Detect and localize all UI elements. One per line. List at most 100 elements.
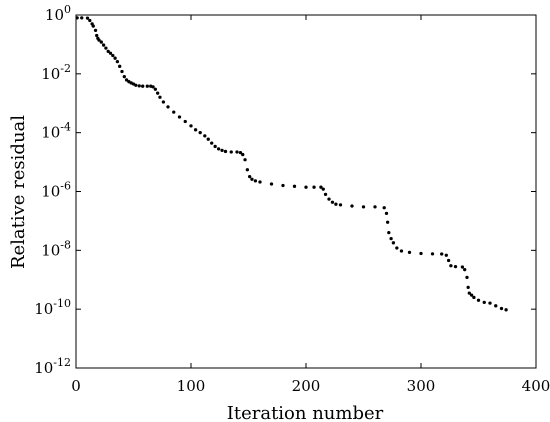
data-point xyxy=(189,124,193,128)
y-tick-label: 10-6 xyxy=(41,180,71,201)
data-point xyxy=(476,298,481,302)
y-tick-label: 10-12 xyxy=(34,356,71,377)
data-point xyxy=(166,105,170,109)
data-point xyxy=(467,291,471,295)
data-point xyxy=(213,144,217,149)
data-point xyxy=(91,24,95,28)
data-point xyxy=(384,211,389,216)
data-point xyxy=(391,241,396,245)
data-point xyxy=(258,180,262,184)
y-tick-label: 10-10 xyxy=(34,297,71,318)
y-tick-label-exponent: -2 xyxy=(60,62,71,75)
data-point xyxy=(172,110,176,114)
data-point xyxy=(210,141,214,145)
data-point xyxy=(203,134,207,138)
data-point xyxy=(386,220,390,224)
data-point xyxy=(241,152,245,157)
data-point xyxy=(453,264,458,269)
data-point xyxy=(350,204,354,208)
y-tick-label-base: 10 xyxy=(34,359,53,377)
data-point xyxy=(156,91,160,95)
data-point xyxy=(460,265,465,269)
x-tick-label: 200 xyxy=(292,377,321,395)
data-point xyxy=(122,75,126,79)
data-point xyxy=(85,16,90,20)
data-point xyxy=(253,179,258,183)
x-tick-label: 0 xyxy=(71,377,81,395)
data-point xyxy=(334,202,338,206)
data-point xyxy=(395,246,399,250)
data-point xyxy=(419,251,423,256)
data-point xyxy=(469,293,474,297)
y-tick-label-exponent: -4 xyxy=(60,121,71,134)
y-tick-label: 10-2 xyxy=(41,62,71,83)
data-point xyxy=(145,84,149,88)
data-point xyxy=(198,131,202,135)
data-point xyxy=(407,250,412,255)
axes: 0 100 200 300 40010-1210-1010-810-610-410-21… xyxy=(34,3,550,395)
data-point xyxy=(141,84,145,88)
data-point xyxy=(245,168,250,172)
data-point xyxy=(482,300,486,305)
data-point xyxy=(504,308,508,312)
data-point xyxy=(104,46,108,50)
data-point xyxy=(177,115,182,119)
data-point xyxy=(153,87,158,91)
data-point xyxy=(373,205,377,209)
y-tick-label-base: 10 xyxy=(41,183,60,201)
data-point xyxy=(106,49,110,54)
data-point xyxy=(269,182,274,186)
data-point xyxy=(97,38,101,42)
data-point xyxy=(235,150,239,154)
data-point xyxy=(99,40,103,44)
data-point xyxy=(387,230,391,235)
data-point xyxy=(389,236,393,241)
data-point xyxy=(292,184,297,188)
data-point xyxy=(446,258,451,263)
plot-area xyxy=(76,15,536,368)
data-point xyxy=(304,185,308,189)
y-tick-label-exponent: -10 xyxy=(53,297,71,310)
data-point xyxy=(161,100,166,104)
data-point xyxy=(323,192,328,197)
x-tick-label: 300 xyxy=(407,377,436,395)
data-point xyxy=(382,206,386,210)
data-point xyxy=(281,183,285,188)
data-point xyxy=(158,95,162,99)
data-point xyxy=(444,253,448,257)
data-point xyxy=(430,252,435,256)
y-tick-label-exponent: -6 xyxy=(60,180,71,193)
x-tick-label: 400 xyxy=(522,377,550,395)
data-point xyxy=(319,185,323,189)
data-point xyxy=(124,78,129,82)
data-point xyxy=(465,275,469,280)
data-point xyxy=(440,252,444,256)
data-point xyxy=(113,56,117,60)
y-tick-label-base: 10 xyxy=(45,6,64,24)
data-point xyxy=(183,119,187,124)
data-point xyxy=(361,205,366,209)
data-point xyxy=(216,147,221,151)
data-point xyxy=(321,187,325,191)
data-point xyxy=(248,174,252,179)
y-tick-label-exponent: 0 xyxy=(64,3,71,16)
y-tick-label-base: 10 xyxy=(41,241,60,259)
data-point xyxy=(108,51,113,55)
data-point xyxy=(206,137,210,141)
x-axis-label: Iteration number xyxy=(227,403,384,422)
data-point xyxy=(499,306,504,311)
data-point xyxy=(466,285,470,290)
y-tick-label: 100 xyxy=(45,3,71,24)
data-point xyxy=(312,185,316,189)
y-tick-label: 10-8 xyxy=(41,238,71,259)
data-point xyxy=(193,128,198,132)
y-tick-label: 10-4 xyxy=(41,121,71,142)
data-point xyxy=(338,203,343,207)
y-tick-label-exponent: -12 xyxy=(53,356,71,369)
data-series xyxy=(75,16,508,312)
data-point xyxy=(229,150,233,154)
data-point xyxy=(111,53,115,58)
data-point xyxy=(238,150,243,155)
